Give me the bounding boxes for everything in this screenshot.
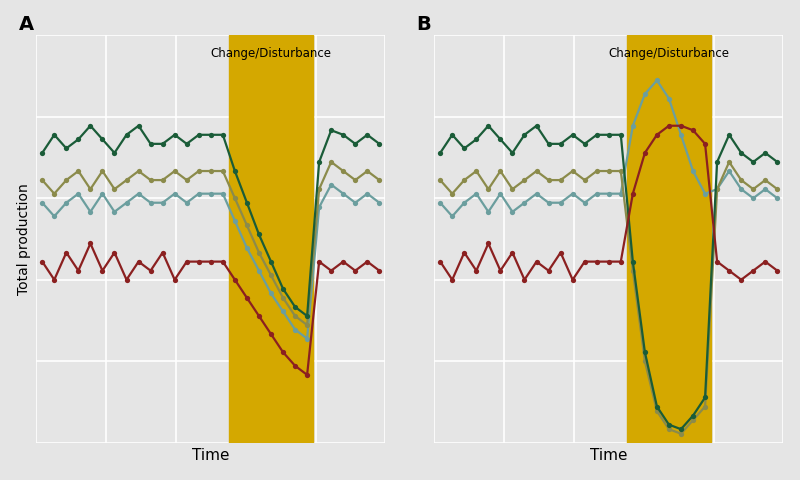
- Text: Change/Disturbance: Change/Disturbance: [210, 48, 331, 60]
- Text: Change/Disturbance: Change/Disturbance: [609, 48, 730, 60]
- Bar: [229, 35, 313, 443]
- X-axis label: Time: Time: [192, 448, 230, 463]
- Bar: [627, 35, 711, 443]
- X-axis label: Time: Time: [590, 448, 627, 463]
- Text: A: A: [18, 15, 34, 34]
- Y-axis label: Total production: Total production: [17, 183, 30, 295]
- Text: B: B: [417, 15, 431, 34]
